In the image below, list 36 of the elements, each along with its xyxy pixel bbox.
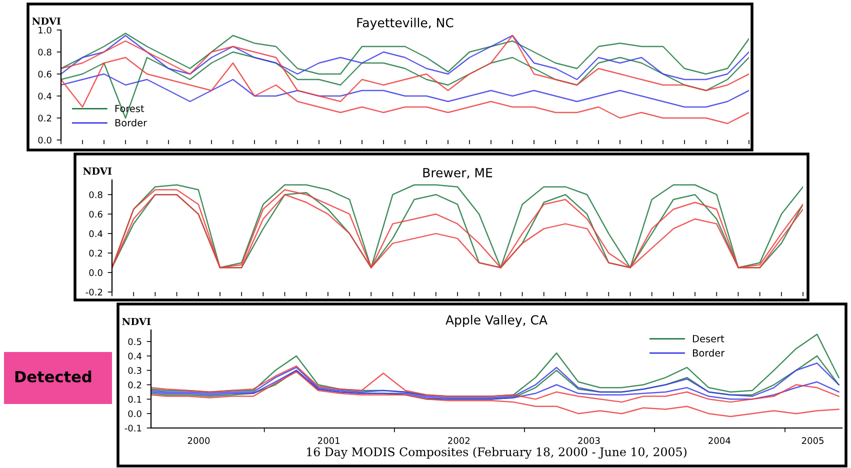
legend-label: Desert: [692, 335, 724, 342]
y-tick-label: -0.1: [124, 424, 142, 432]
x-axis-title: 16 Day MODIS Composites (February 18, 2000 - June 10, 2005): [307, 447, 686, 459]
y-tick-label: -0.2: [86, 288, 102, 296]
x-tick-label: 2005: [802, 437, 824, 444]
legend-label: Border: [115, 118, 148, 126]
y-axis-title: NDVI: [83, 168, 112, 175]
y-tick-label: 0.8: [89, 191, 102, 198]
y-tick-label: 0.4: [128, 352, 142, 360]
y-tick-label: 1.0: [38, 26, 52, 34]
y-tick-label: 0.6: [38, 70, 52, 78]
y-tick-label: 0.8: [38, 48, 52, 56]
y-axis-title: NDVI: [122, 318, 151, 326]
chart-title: Brewer, ME: [423, 168, 492, 179]
y-tick-label: 0.0: [128, 410, 142, 418]
y-tick-label: 0.3: [128, 367, 142, 374]
y-tick-label: 0.4: [38, 92, 52, 100]
y-tick-label: 0.2: [128, 381, 142, 388]
chart-title: Fayetteville, NC: [357, 18, 454, 30]
y-tick-label: 0.2: [89, 250, 102, 257]
text: Detected: [15, 370, 92, 382]
y-axis-title: NDVI: [32, 18, 61, 25]
y-tick-label: 0.6: [89, 210, 102, 218]
y-tick-label: 0.4: [89, 230, 102, 238]
x-tick-label: 2004: [708, 437, 730, 444]
y-tick-label: 0.5: [128, 338, 142, 346]
y-tick-label: 0.2: [38, 114, 52, 122]
x-tick-label: 2002: [448, 437, 470, 444]
x-tick-label: 2003: [578, 437, 600, 444]
chart-title: Apple Valley, CA: [446, 314, 548, 328]
x-tick-label: 2001: [318, 437, 340, 444]
y-tick-label: 0.0: [89, 269, 102, 276]
legend-label: Border: [692, 349, 725, 357]
x-tick-label: 2000: [188, 437, 210, 444]
y-tick-label: 0.0: [38, 136, 52, 144]
y-tick-label: 0.1: [128, 396, 142, 403]
